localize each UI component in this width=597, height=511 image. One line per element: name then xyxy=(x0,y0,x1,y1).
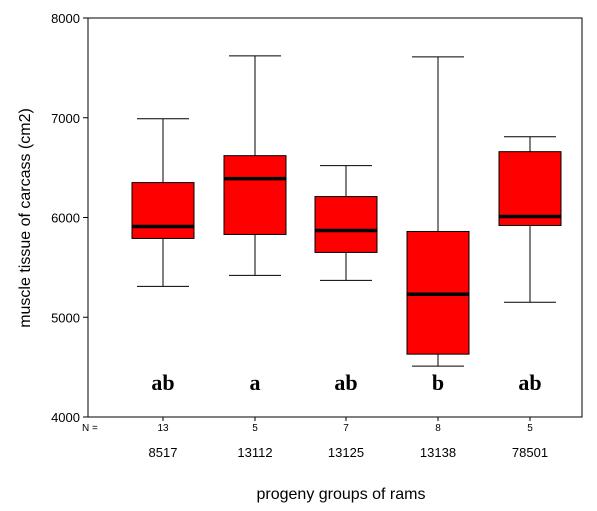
box-13125: ab xyxy=(314,165,378,395)
significance-letter: b xyxy=(432,370,444,395)
significance-letter: ab xyxy=(334,370,357,395)
x-axis: 13 8517 5 13112 7 13125 8 13138 5 78501 xyxy=(149,417,548,460)
n-count-label: 13 xyxy=(157,423,169,434)
box-13112: a xyxy=(223,55,287,395)
y-tick-label: 4000 xyxy=(51,410,80,425)
x-category-label: 13112 xyxy=(237,445,272,460)
significance-letter: ab xyxy=(151,370,174,395)
box-13138: b xyxy=(406,56,470,395)
y-tick-label: 7000 xyxy=(51,111,80,126)
n-count-label: 5 xyxy=(527,423,533,434)
iqr-box xyxy=(223,155,287,235)
iqr-box xyxy=(314,196,378,253)
box-78501: ab xyxy=(498,136,562,395)
y-tick-label: 6000 xyxy=(51,211,80,226)
box-series: ab a ab b ab xyxy=(131,55,562,395)
y-tick-label: 8000 xyxy=(51,11,80,26)
x-axis-title: progeny groups of rams xyxy=(257,486,426,503)
iqr-box xyxy=(131,182,195,239)
x-category-label: 78501 xyxy=(512,445,548,460)
x-category-label: 13138 xyxy=(420,445,456,460)
y-axis: 4000 5000 6000 7000 8000 xyxy=(51,11,88,425)
x-category-label: 8517 xyxy=(149,445,178,460)
box-8517: ab xyxy=(131,118,195,395)
n-prefix-label: N = xyxy=(82,423,98,434)
y-axis-title: muscle tissue of carcass (cm2) xyxy=(17,108,34,328)
n-count-label: 5 xyxy=(252,423,258,434)
significance-letter: a xyxy=(250,370,261,395)
y-tick-label: 5000 xyxy=(51,310,80,325)
significance-letter: ab xyxy=(518,370,541,395)
n-count-label: 7 xyxy=(343,423,349,434)
n-count-label: 8 xyxy=(435,423,441,434)
iqr-box xyxy=(498,151,562,226)
x-category-label: 13125 xyxy=(328,445,364,460)
